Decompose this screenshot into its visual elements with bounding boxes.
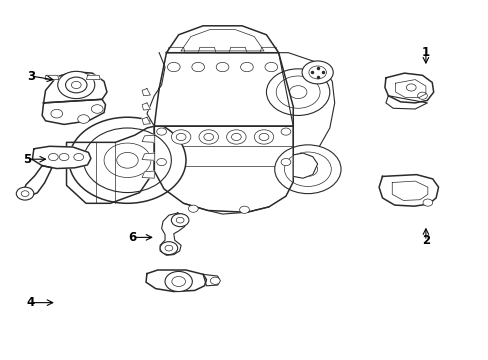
Circle shape xyxy=(167,62,180,72)
Polygon shape xyxy=(42,99,105,125)
Circle shape xyxy=(231,134,241,140)
Circle shape xyxy=(74,153,83,161)
Circle shape xyxy=(48,153,58,161)
Circle shape xyxy=(226,130,245,144)
Circle shape xyxy=(16,187,34,200)
Polygon shape xyxy=(86,75,100,80)
Polygon shape xyxy=(293,153,317,178)
Polygon shape xyxy=(278,53,334,160)
Circle shape xyxy=(259,134,268,140)
Polygon shape xyxy=(154,126,293,212)
Circle shape xyxy=(406,84,415,91)
Circle shape xyxy=(274,145,340,194)
Text: 5: 5 xyxy=(23,153,31,166)
Polygon shape xyxy=(142,103,150,110)
Circle shape xyxy=(298,162,317,176)
Polygon shape xyxy=(22,166,52,197)
Polygon shape xyxy=(198,47,215,53)
Text: 2: 2 xyxy=(421,234,429,247)
Circle shape xyxy=(117,152,138,168)
Circle shape xyxy=(176,217,183,223)
Circle shape xyxy=(422,199,432,206)
Circle shape xyxy=(21,191,29,197)
Circle shape xyxy=(157,128,166,135)
Circle shape xyxy=(83,128,171,193)
Polygon shape xyxy=(166,26,278,53)
Text: 3: 3 xyxy=(27,69,35,82)
Circle shape xyxy=(302,61,332,84)
Circle shape xyxy=(254,130,273,144)
Polygon shape xyxy=(395,80,425,98)
Circle shape xyxy=(164,245,172,251)
Polygon shape xyxy=(260,47,277,53)
Text: 6: 6 xyxy=(128,231,136,244)
Circle shape xyxy=(91,105,103,113)
Polygon shape xyxy=(203,274,220,286)
Polygon shape xyxy=(385,96,427,109)
Polygon shape xyxy=(146,270,206,292)
Circle shape xyxy=(281,158,290,166)
Polygon shape xyxy=(181,30,264,51)
Circle shape xyxy=(308,66,326,79)
Polygon shape xyxy=(142,117,150,125)
Circle shape xyxy=(289,86,306,99)
Polygon shape xyxy=(43,72,107,103)
Circle shape xyxy=(104,143,151,177)
Polygon shape xyxy=(147,67,164,126)
Polygon shape xyxy=(142,153,154,160)
Circle shape xyxy=(69,117,185,203)
Polygon shape xyxy=(45,75,59,80)
Circle shape xyxy=(171,214,188,226)
Circle shape xyxy=(417,92,427,99)
Polygon shape xyxy=(167,47,184,53)
Circle shape xyxy=(59,153,69,161)
Text: 4: 4 xyxy=(27,296,35,309)
Circle shape xyxy=(210,277,220,284)
Circle shape xyxy=(266,69,329,116)
Polygon shape xyxy=(391,181,427,201)
Polygon shape xyxy=(142,89,150,96)
Circle shape xyxy=(216,62,228,72)
Circle shape xyxy=(276,76,320,108)
Circle shape xyxy=(51,109,62,118)
Circle shape xyxy=(239,206,249,213)
Circle shape xyxy=(71,81,81,89)
Polygon shape xyxy=(142,171,154,178)
Circle shape xyxy=(281,128,290,135)
Circle shape xyxy=(240,62,253,72)
Circle shape xyxy=(284,152,330,186)
Polygon shape xyxy=(384,73,433,103)
Circle shape xyxy=(264,62,277,72)
Circle shape xyxy=(188,205,198,212)
Circle shape xyxy=(78,115,89,123)
Polygon shape xyxy=(142,135,154,142)
Polygon shape xyxy=(229,47,246,53)
Polygon shape xyxy=(378,175,438,206)
Polygon shape xyxy=(160,213,187,255)
Text: 1: 1 xyxy=(421,46,429,59)
Circle shape xyxy=(171,130,190,144)
Circle shape xyxy=(176,134,185,140)
Polygon shape xyxy=(183,203,246,214)
Circle shape xyxy=(157,158,166,166)
Circle shape xyxy=(171,276,185,287)
Circle shape xyxy=(164,271,192,292)
Circle shape xyxy=(160,242,177,255)
Polygon shape xyxy=(66,126,154,203)
Circle shape xyxy=(65,77,87,93)
Polygon shape xyxy=(154,53,293,126)
Circle shape xyxy=(199,130,218,144)
Circle shape xyxy=(191,62,204,72)
Circle shape xyxy=(203,134,213,140)
Polygon shape xyxy=(32,146,91,168)
Circle shape xyxy=(58,71,95,99)
